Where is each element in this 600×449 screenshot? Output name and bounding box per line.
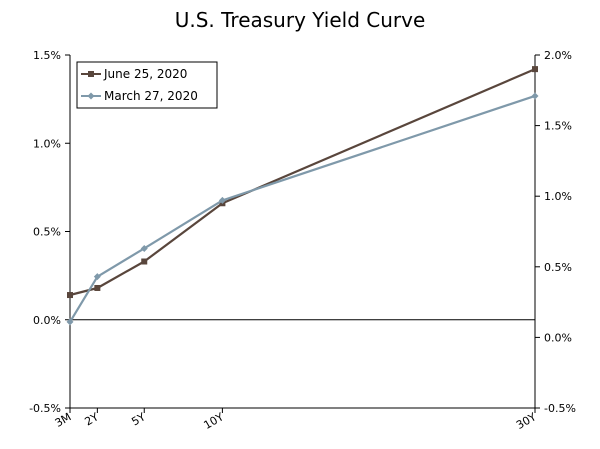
x-tick-label: 10Y — [201, 410, 226, 432]
right-tick-label: 2.0% — [544, 49, 572, 62]
right-y-axis: -0.5% 0.0% 0.5% 1.0% 1.5% 2.0% — [535, 49, 576, 415]
legend-label-june: June 25, 2020 — [103, 67, 187, 81]
data-point — [141, 258, 148, 265]
right-tick-label: 1.5% — [544, 120, 572, 133]
x-tick-label: 30Y — [514, 410, 539, 432]
chart-title: U.S. Treasury Yield Curve — [175, 8, 426, 32]
left-tick-label: -0.5% — [29, 402, 61, 415]
data-point — [532, 66, 538, 73]
right-tick-label: -0.5% — [544, 402, 576, 415]
data-point — [218, 196, 226, 204]
legend-label-march: March 27, 2020 — [104, 89, 198, 103]
data-point — [140, 244, 148, 252]
x-axis: 3M 2Y 5Y 10Y 30Y — [53, 408, 539, 432]
left-tick-label: 0.5% — [33, 226, 61, 239]
right-tick-label: 0.0% — [544, 331, 572, 344]
right-tick-label: 0.5% — [544, 261, 572, 274]
left-tick-label: 1.0% — [33, 137, 61, 150]
left-tick-label: 0.0% — [33, 314, 61, 327]
left-tick-label: 1.5% — [33, 49, 61, 62]
x-tick-label: 2Y — [82, 410, 101, 428]
legend: June 25, 2020 March 27, 2020 — [76, 61, 218, 109]
legend-box — [76, 61, 218, 109]
data-point — [66, 318, 74, 326]
series-1 — [66, 92, 539, 326]
series-layer — [66, 66, 539, 326]
left-y-axis: -0.5% 0.0% 0.5% 1.0% 1.5% — [29, 49, 70, 415]
x-tick-label: 5Y — [129, 410, 148, 428]
legend-marker-june — [88, 71, 94, 77]
legend-marker-march — [87, 92, 95, 100]
series-line — [69, 94, 536, 323]
data-point — [67, 292, 73, 299]
data-point — [531, 92, 539, 100]
right-tick-label: 1.0% — [544, 190, 572, 203]
data-point — [93, 273, 101, 281]
data-point — [94, 284, 101, 291]
